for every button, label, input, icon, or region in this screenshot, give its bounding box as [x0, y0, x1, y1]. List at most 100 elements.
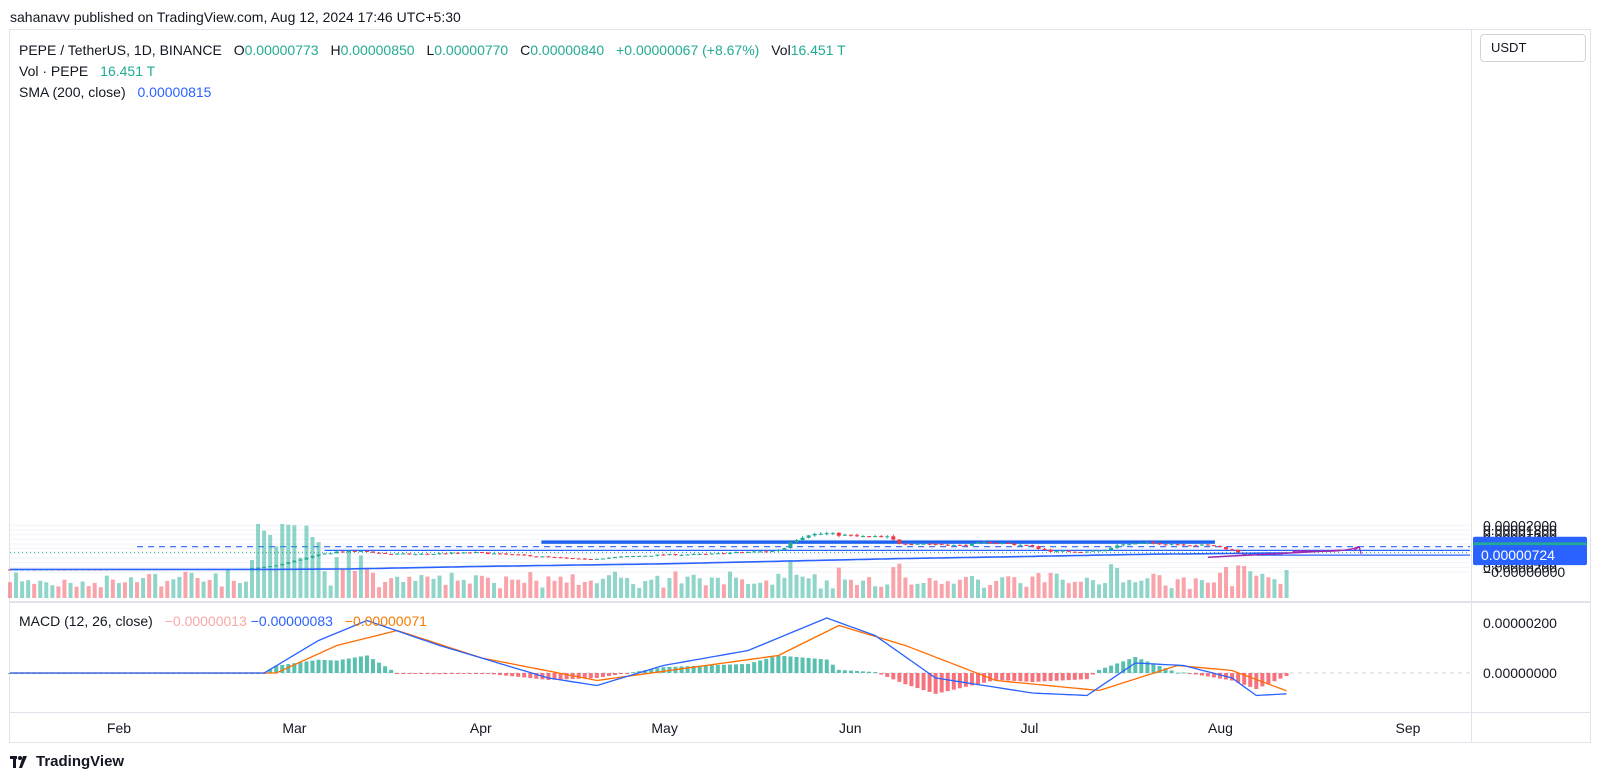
volume-bar: [788, 560, 793, 598]
macd-histogram-bar: [727, 664, 732, 673]
time-axis: Feb Mar Apr May Jun Jul Aug Sep: [107, 720, 1421, 736]
vol-row-label[interactable]: Vol · PEPE: [19, 63, 89, 79]
grid-lines: [10, 524, 1470, 573]
volume-bar: [770, 584, 775, 598]
candle-body: [1006, 542, 1011, 544]
macd-histogram-bar: [304, 661, 309, 673]
volume-bar: [153, 573, 158, 598]
volume-bar: [897, 563, 902, 598]
volume-bar: [110, 579, 115, 598]
macd-signal-value: −0.00000071: [344, 613, 427, 629]
volume-bar: [256, 524, 261, 598]
volume-bar: [1139, 580, 1144, 598]
candle-body: [449, 552, 454, 554]
candle-body: [498, 553, 503, 555]
candle-body: [576, 558, 581, 560]
volume-bar: [1175, 579, 1180, 598]
macd-histogram-bar: [485, 673, 490, 674]
macd-histogram-bar: [528, 673, 533, 679]
macd-histogram-bar: [1248, 673, 1253, 687]
candle-body: [830, 532, 835, 534]
macd-histogram-bar: [1278, 673, 1283, 679]
macd-histogram-bar: [927, 673, 932, 692]
candle-body: [256, 567, 261, 569]
volume-bar: [824, 580, 829, 598]
symbol-title[interactable]: PEPE / TetherUS, 1D, BINANCE: [19, 42, 222, 58]
volume-bar: [1284, 570, 1289, 598]
candle-body: [873, 536, 878, 538]
candle-body: [564, 557, 569, 559]
macd-label[interactable]: MACD (12, 26, close): [19, 613, 153, 629]
volume-bar: [26, 580, 31, 598]
volume-bar: [734, 577, 738, 598]
volume-bar: [171, 579, 176, 598]
macd-histogram-bar: [625, 673, 630, 674]
volume-bar: [1121, 582, 1126, 598]
volume-bar: [703, 585, 708, 598]
candle-body: [667, 554, 672, 556]
macd-histogram-bar: [703, 665, 708, 673]
volume-bar: [231, 580, 236, 598]
macd-histogram-bar: [1133, 657, 1138, 673]
time-axis-separator: [9, 712, 1591, 713]
sma-200-line: [10, 552, 1287, 571]
volume-bar: [243, 581, 248, 598]
volume-bar: [389, 578, 394, 598]
macd-histogram-bar: [631, 672, 636, 674]
macd-histogram-bar: [455, 673, 460, 674]
volume-bar: [1078, 581, 1083, 598]
volume-bar: [443, 584, 448, 598]
sma-label[interactable]: SMA (200, close): [19, 84, 126, 100]
volume-bar: [425, 576, 430, 598]
macd-hist-value: −0.00000013: [164, 613, 247, 629]
macd-histogram-bar: [794, 657, 799, 673]
volume-bar: [383, 581, 388, 598]
volume-bar: [129, 577, 133, 598]
volume-bar: [546, 576, 551, 598]
resistance-zone[interactable]: [541, 540, 1215, 544]
macd-histogram-bar: [1193, 673, 1198, 675]
macd-histogram-bar: [1006, 673, 1011, 681]
pane-separator[interactable]: [9, 601, 1591, 603]
candle-body: [274, 565, 279, 567]
volume-bar: [50, 585, 55, 598]
brand-footer[interactable]: TradingView: [10, 753, 124, 770]
macd-histogram-bar: [401, 673, 406, 674]
macd-histogram-bar: [661, 667, 666, 673]
volume-bar: [721, 584, 726, 598]
volume-bar: [945, 581, 950, 598]
time-tick-label: Jul: [1020, 720, 1038, 736]
projection-arrow[interactable]: [1292, 546, 1360, 553]
macd-histogram-bar: [1042, 673, 1047, 682]
volume-bar: [38, 580, 43, 598]
volume-bar: [1018, 583, 1023, 598]
price-tag[interactable]: [1473, 545, 1587, 566]
macd-histogram-bar: [473, 673, 478, 674]
volume-bar: [401, 581, 406, 598]
volume-bar: [237, 583, 242, 598]
volume-bar: [915, 583, 920, 598]
macd-histogram-bar: [1084, 673, 1089, 680]
macd-histogram-bar: [352, 657, 357, 673]
candle-body: [891, 536, 896, 540]
macd-histogram-bar: [322, 660, 327, 673]
macd-histogram-bar: [449, 673, 454, 674]
open-value: 0.00000773: [244, 42, 319, 58]
volume-bar: [485, 577, 490, 598]
macd-histogram-bar: [818, 659, 823, 673]
macd-histogram-bar: [939, 673, 944, 693]
volume-bar: [1054, 573, 1059, 598]
volume-bar: [286, 524, 291, 598]
macd-line: [10, 617, 1287, 697]
volume-bar: [691, 574, 696, 598]
currency-button[interactable]: USDT: [1480, 34, 1586, 62]
volume-bar: [673, 571, 678, 598]
volume-bar: [661, 587, 666, 598]
volume-bar: [1072, 581, 1077, 598]
candle-body: [558, 557, 563, 559]
macd-histogram-bar: [1054, 673, 1059, 681]
macd-histogram-bar: [788, 656, 793, 673]
candle-body: [510, 554, 515, 556]
macd-histogram-bar: [1097, 669, 1101, 673]
